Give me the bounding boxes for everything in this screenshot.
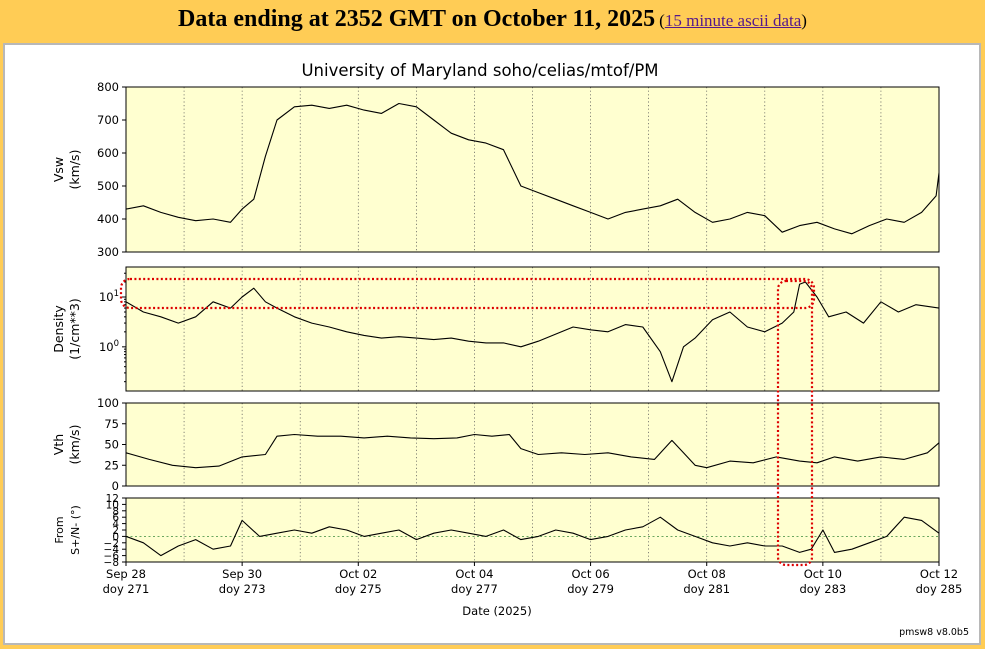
series-line <box>125 433 940 469</box>
panel-background <box>126 87 939 252</box>
y-axis-label: (km/s) <box>67 150 82 190</box>
y-tick-label: 300 <box>97 245 119 259</box>
series-line <box>125 102 940 235</box>
x-tick-label: doy 281 <box>683 582 730 596</box>
panel-frame <box>125 497 940 563</box>
y-axis-label: Density <box>51 305 66 353</box>
y-axis-label: (1/cm**3) <box>67 298 82 359</box>
y-tick-label: 10 <box>106 499 119 511</box>
y-tick-label: 400 <box>97 212 119 226</box>
panel-vth: 0 25 50 75 100 Vth (km/s) <box>51 396 940 493</box>
page-title: Data ending at 2352 GMT on October 11, 2… <box>178 6 656 32</box>
solar-wind-chart: University of Maryland soho/celias/mtof/… <box>51 61 969 638</box>
x-tick-label: Oct 08 <box>688 567 726 581</box>
x-tick-label: Oct 04 <box>455 567 493 581</box>
y-tick-label: −8 <box>104 557 119 569</box>
x-tick-label: doy 273 <box>219 582 266 596</box>
y-tick-label: 0 <box>112 479 119 493</box>
panel-background <box>126 403 939 486</box>
page-header: Data ending at 2352 GMT on October 11, 2… <box>0 0 985 40</box>
highlight-band <box>119 277 816 310</box>
x-tick-label: doy 277 <box>451 582 498 596</box>
y-axis-label: (km/s) <box>67 425 82 465</box>
series-line <box>125 281 940 383</box>
y-tick-label: 2 <box>112 525 119 537</box>
y-tick-label: 800 <box>97 80 119 94</box>
chart-title: University of Maryland soho/celias/mtof/… <box>301 61 658 80</box>
x-tick-label: Oct 02 <box>339 567 377 581</box>
panel-frame <box>125 86 940 253</box>
y-tick-label: 0 <box>112 531 119 543</box>
y-tick-label: 500 <box>97 179 119 193</box>
x-tick-label: Sep 28 <box>106 567 146 581</box>
plot-panel: University of Maryland soho/celias/mtof/… <box>3 43 981 645</box>
link-paren-close: ) <box>801 11 807 30</box>
y-tick-label: −6 <box>104 551 120 563</box>
y-tick-label: 4 <box>112 519 119 531</box>
x-axis-label: Date (2025) <box>462 604 531 618</box>
x-tick-label: doy 275 <box>335 582 382 596</box>
y-tick-label: 8 <box>112 506 119 518</box>
link-paren-open: ( <box>659 11 665 30</box>
x-tick-label: Oct 12 <box>920 567 958 581</box>
highlight-column <box>776 279 814 567</box>
y-tick-label: 25 <box>104 458 119 472</box>
y-tick-label: 700 <box>97 113 119 127</box>
y-tick-label: 100 <box>99 339 119 354</box>
y-axis-label: S+/N- (°) <box>69 505 82 555</box>
y-tick-label: −4 <box>104 544 120 556</box>
panel-frame <box>125 402 940 487</box>
y-axis-label: From <box>53 516 66 543</box>
y-tick-label: 50 <box>104 438 119 452</box>
x-tick-label: doy 283 <box>799 582 846 596</box>
x-tick-label: Sep 30 <box>222 567 262 581</box>
y-axis-label: Vsw <box>51 157 66 182</box>
y-tick-label: 6 <box>112 512 119 524</box>
x-tick-label: doy 285 <box>916 582 963 596</box>
x-tick-label: doy 271 <box>103 582 150 596</box>
x-tick-label: Oct 06 <box>571 567 609 581</box>
version-label: pmsw8 v8.0b5 <box>899 627 969 638</box>
x-tick-label: doy 279 <box>567 582 614 596</box>
y-tick-label: −2 <box>104 538 119 550</box>
panel-density: 100 101 Density (1/cm**3) <box>51 266 940 392</box>
x-tick-label: Oct 10 <box>804 567 842 581</box>
ascii-data-link[interactable]: 15 minute ascii data <box>664 11 802 30</box>
y-tick-label: 100 <box>97 396 119 410</box>
y-tick-label: 12 <box>106 493 119 505</box>
y-axis-label: Vth <box>51 434 66 455</box>
panel-vsw: 300 400 500 600 700 800 Vsw (km/s) <box>51 80 940 259</box>
y-tick-label: 600 <box>97 146 119 160</box>
y-tick-label: 75 <box>104 417 119 431</box>
panel-frame <box>125 266 940 392</box>
y-tick-label: 101 <box>99 289 119 304</box>
